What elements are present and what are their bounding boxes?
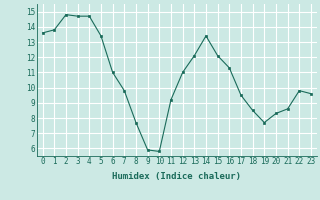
X-axis label: Humidex (Indice chaleur): Humidex (Indice chaleur) [112, 172, 241, 181]
